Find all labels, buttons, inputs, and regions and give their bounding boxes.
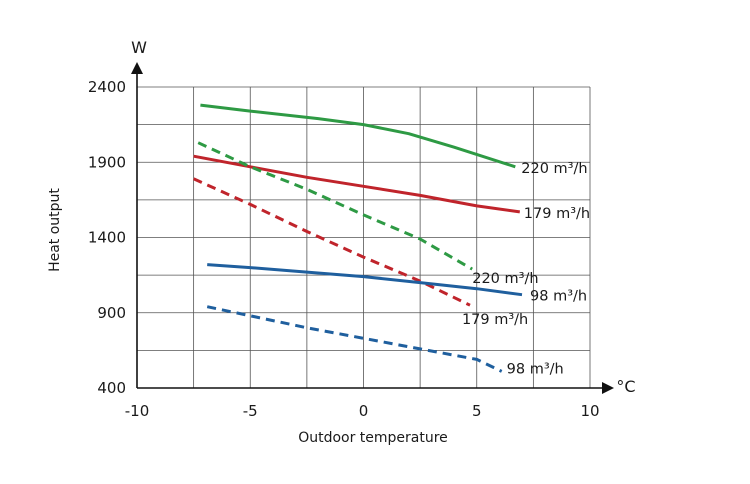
grid [137,86,591,388]
x-tick-label: -10 [125,402,150,420]
series-label: 179 m³/h [462,312,528,328]
x-unit-label: °C [616,377,635,396]
x-tick-label: -5 [243,402,258,420]
series-label: 98 m³/h [507,361,564,377]
series-label: 98 m³/h [530,289,587,305]
series-label: 220 m³/h [472,271,538,287]
series-line-dashed-3 [192,177,471,307]
series-line-solid-4 [207,263,523,297]
x-axis-title: Outdoor temperature [298,430,448,446]
x-tick-label: 5 [472,402,482,420]
series-line-solid-0 [200,103,516,169]
series-label: 179 m³/h [524,206,590,222]
series-label: 220 m³/h [521,161,587,177]
x-tick-label: 0 [359,402,369,420]
y-tick-label: 1400 [88,229,126,247]
y-tick-label: 400 [97,379,126,397]
series-line-dashed-5 [206,305,503,373]
tick-labels: 400 900 1400 1900 2400 -10 -5 0 5 10 [88,78,600,420]
axes [131,62,614,394]
y-axis-title: Heat output [47,188,63,272]
x-axis-arrow [602,382,614,394]
y-tick-label: 2400 [88,78,126,96]
y-tick-label: 900 [97,304,126,322]
y-tick-label: 1900 [88,153,126,171]
series-lines [192,103,523,373]
y-unit-label: W [131,38,147,57]
y-axis-arrow [131,62,143,74]
series-line-solid-1 [193,154,521,214]
x-tick-label: 10 [580,402,599,420]
series-line-dashed-2 [197,141,473,271]
